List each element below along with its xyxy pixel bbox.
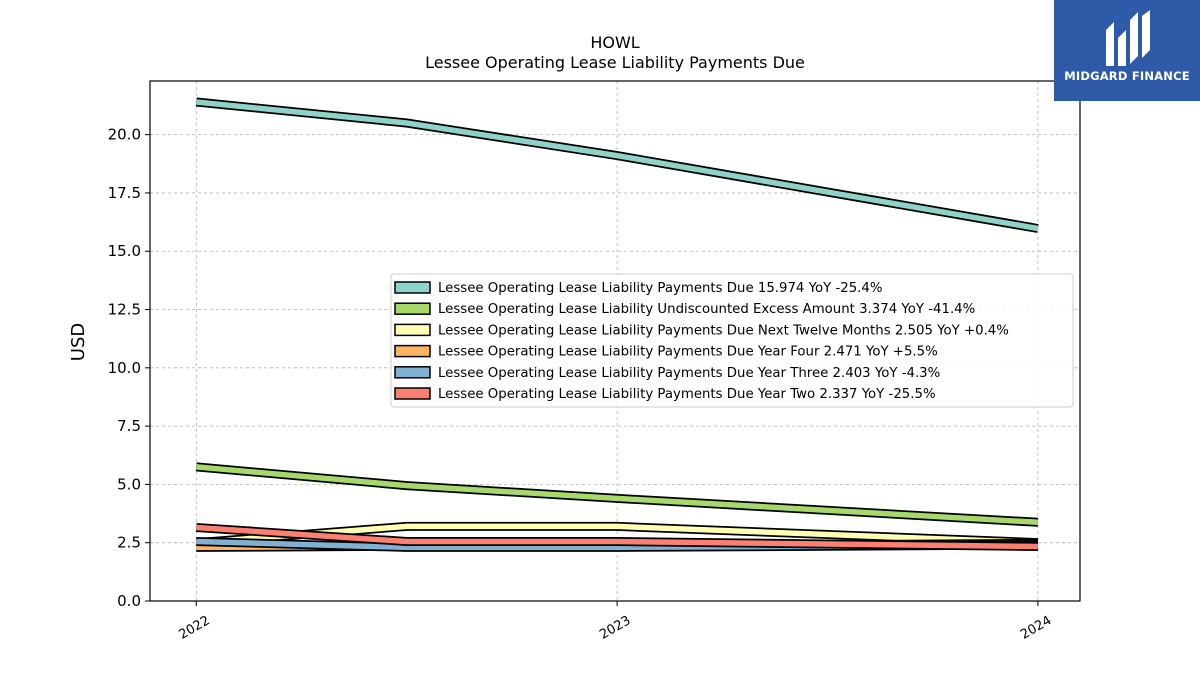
series-stroke xyxy=(196,524,1038,550)
legend-label: Lessee Operating Lease Liability Undisco… xyxy=(438,302,975,317)
legend-label: Lessee Operating Lease Liability Payment… xyxy=(438,323,1009,338)
legend-item: Lessee Operating Lease Liability Undisco… xyxy=(394,302,975,317)
legend-swatch xyxy=(394,366,431,379)
legend-swatch xyxy=(394,281,431,294)
series-line xyxy=(196,523,1038,551)
series-line xyxy=(195,462,1039,527)
y-tick-label: 12.5 xyxy=(108,301,141,319)
series-stroke xyxy=(196,464,1039,526)
x-tick-label: 2024 xyxy=(1018,613,1054,643)
y-tick-label: 7.5 xyxy=(117,417,141,435)
legend-swatch xyxy=(394,387,431,400)
legend-item: Lessee Operating Lease Liability Payment… xyxy=(394,366,940,381)
legend-label: Lessee Operating Lease Liability Payment… xyxy=(438,366,940,381)
y-tick-label: 5.0 xyxy=(117,475,141,493)
y-tick-label: 0.0 xyxy=(117,592,141,610)
legend-item: Lessee Operating Lease Liability Payment… xyxy=(394,281,883,296)
y-axis-label: USD xyxy=(68,323,89,361)
legend-label: Lessee Operating Lease Liability Payment… xyxy=(438,387,936,402)
plot-area xyxy=(149,80,1081,602)
series-stroke xyxy=(196,99,1039,232)
x-tick-label: 2022 xyxy=(176,613,212,643)
legend-swatch xyxy=(394,344,431,358)
legend-swatch xyxy=(394,302,431,315)
series-line xyxy=(195,97,1039,233)
logo-text: MIDGARD FINANCE xyxy=(1064,69,1190,83)
legend-item: Lessee Operating Lease Liability Payment… xyxy=(394,387,936,402)
legend-swatch xyxy=(394,323,431,337)
legend-label: Lessee Operating Lease Liability Payment… xyxy=(438,345,938,360)
brand-logo: MIDGARD FINANCE xyxy=(1054,0,1200,101)
y-tick-label: 17.5 xyxy=(108,184,141,202)
x-tick-label: 2023 xyxy=(597,613,633,643)
y-tick-label: 15.0 xyxy=(108,242,141,260)
y-tick-label: 10.0 xyxy=(108,359,141,377)
midgard-logo-icon xyxy=(1106,10,1150,66)
y-tick-label: 2.5 xyxy=(117,534,141,552)
chart-title: HOWL xyxy=(590,33,639,52)
legend-label: Lessee Operating Lease Liability Payment… xyxy=(438,281,883,296)
legend-item: Lessee Operating Lease Liability Payment… xyxy=(394,323,1009,338)
y-tick-label: 20.0 xyxy=(108,126,141,144)
legend-item: Lessee Operating Lease Liability Payment… xyxy=(394,344,938,360)
chart-subtitle: Lessee Operating Lease Liability Payment… xyxy=(425,53,805,72)
legend xyxy=(390,273,1074,408)
